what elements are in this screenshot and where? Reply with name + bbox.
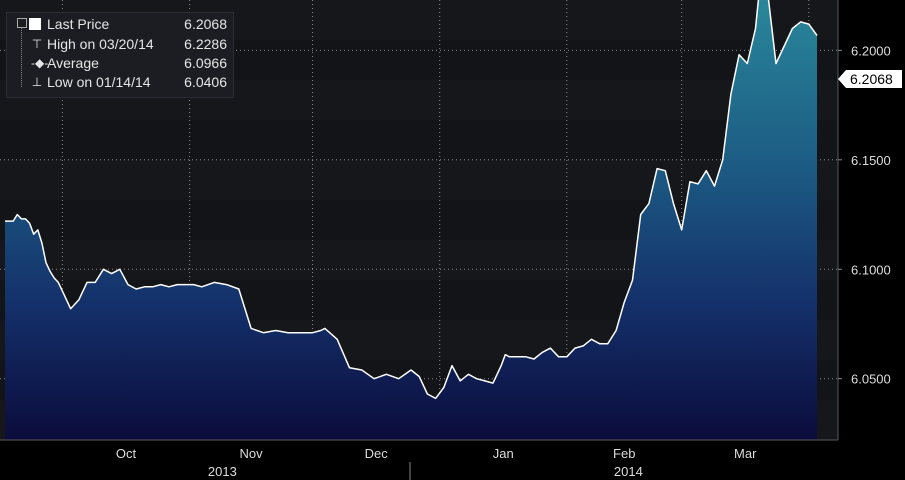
y-tick-label: 6.0500 bbox=[851, 372, 891, 387]
white-square-icon bbox=[29, 18, 41, 30]
legend-item-last-price: Last Price 6.2068 bbox=[7, 15, 233, 34]
x-month-label: Dec bbox=[365, 446, 389, 461]
x-month-label: Feb bbox=[613, 446, 635, 461]
legend-value: 6.0406 bbox=[184, 74, 227, 90]
legend-tree-line bbox=[21, 27, 23, 87]
average-marker-icon: -◆- bbox=[31, 56, 49, 70]
price-line bbox=[5, 0, 818, 400]
high-marker-icon: ⊤ bbox=[31, 37, 43, 51]
legend-value: 6.2286 bbox=[184, 36, 227, 52]
x-month-label: Mar bbox=[734, 446, 757, 461]
chart-legend: Last Price 6.2068 ⊤ High on 03/20/14 6.2… bbox=[6, 12, 234, 98]
legend-label: Last Price bbox=[47, 16, 110, 32]
x-year-label: 2013 bbox=[208, 464, 237, 479]
legend-item-high: ⊤ High on 03/20/14 6.2286 bbox=[7, 35, 233, 54]
legend-item-low: ⊥ Low on 01/14/14 6.0406 bbox=[7, 73, 233, 92]
y-tick-label: 6.1500 bbox=[851, 153, 891, 168]
y-tick-label: 6.1000 bbox=[851, 262, 891, 277]
legend-label: Average bbox=[47, 55, 99, 71]
x-tick-labels: Oct Nov Dec Jan Feb Mar 2013 2014 bbox=[116, 446, 757, 479]
price-area bbox=[5, 0, 817, 440]
x-month-label: Oct bbox=[116, 446, 137, 461]
x-month-label: Jan bbox=[493, 446, 514, 461]
y-tick-labels: 6.0500 6.1000 6.1500 6.2000 bbox=[838, 43, 891, 387]
legend-label: High on 03/20/14 bbox=[47, 36, 154, 52]
plot-band bbox=[0, 120, 838, 160]
last-price-tag-text: 6.2068 bbox=[850, 71, 893, 87]
legend-item-average: -◆- Average 6.0966 bbox=[7, 54, 233, 73]
collapse-icon[interactable] bbox=[17, 18, 27, 28]
legend-label: Low on 01/14/14 bbox=[47, 74, 151, 90]
last-price-tag: 6.2068 bbox=[838, 70, 902, 88]
x-month-label: Nov bbox=[239, 446, 263, 461]
x-year-label: 2014 bbox=[614, 464, 643, 479]
low-marker-icon: ⊥ bbox=[31, 75, 43, 89]
legend-value: 6.2068 bbox=[184, 16, 227, 32]
legend-value: 6.0966 bbox=[184, 55, 227, 71]
y-tick-label: 6.2000 bbox=[851, 43, 891, 58]
